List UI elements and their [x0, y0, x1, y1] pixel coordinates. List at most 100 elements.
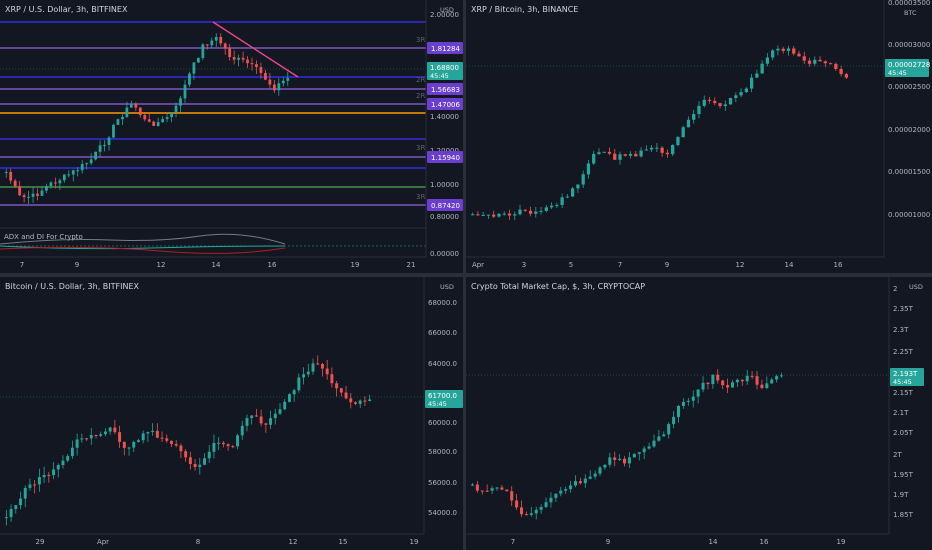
candle-body: [358, 400, 362, 404]
candle-body: [160, 437, 164, 439]
level-mark: 3R: [416, 36, 425, 44]
candle-body: [834, 63, 838, 69]
candle-body: [76, 170, 80, 172]
y-tick-label: 0.00003000: [888, 41, 930, 49]
candle-body: [179, 98, 182, 106]
candle-body: [174, 444, 178, 446]
candle-body: [802, 56, 806, 61]
candle-body: [623, 458, 627, 464]
candle-body: [278, 409, 282, 414]
candle-body: [618, 458, 622, 460]
candle-body: [98, 145, 102, 152]
candle-body: [726, 385, 730, 388]
candle-body: [277, 83, 281, 91]
candle-body: [226, 444, 230, 447]
candle-body: [232, 57, 236, 60]
candle-body: [702, 99, 706, 106]
x-tick-label: 5: [569, 261, 573, 269]
y-tick-label: 1.95T: [893, 471, 914, 479]
chart-pane-totalcap[interactable]: 2 2.35T 2.3T 2.25T 2.15T 2.1T 2.05T 2T 1.95T 1.9T…: [466, 277, 932, 550]
candle-body: [80, 163, 84, 171]
chart-pane-btcusd[interactable]: 68000.066000.064000.062000.060000.058000…: [0, 277, 463, 550]
level-price-tag: [427, 83, 463, 95]
last-price-value: 61700.0: [428, 392, 457, 400]
candle-body: [652, 440, 656, 447]
candle-body: [602, 151, 606, 153]
candle-body: [113, 427, 117, 433]
chart-canvas-xrpusd[interactable]: 3R2R2R3R3R2.000001.400001.200001.000000.…: [0, 0, 463, 273]
level-mark: 2R: [416, 92, 425, 100]
candle-body: [13, 180, 17, 187]
pane-divider-horizontal[interactable]: [0, 273, 932, 277]
candle-body: [188, 457, 192, 464]
candle-body: [519, 507, 524, 515]
x-tick-label: 9: [606, 538, 610, 546]
price-countdown: 45:45: [428, 400, 447, 408]
candle-body: [734, 95, 738, 98]
candle-body: [223, 43, 227, 49]
candle-body: [660, 147, 664, 153]
candle-body: [505, 489, 509, 492]
candle-body: [67, 174, 71, 176]
y-tick-label: 2.3T: [893, 326, 909, 334]
pane-title: Bitcoin / U.S. Dollar, 3h, BITFINEX: [5, 282, 140, 291]
candle-body: [807, 60, 812, 64]
chart-pane-xrpbtc[interactable]: 0.00003500 0.00003000 0.00002500 0.00002000…: [466, 0, 932, 273]
price-countdown: 45:45: [893, 378, 912, 386]
y-tick-label: 0.00001000: [888, 211, 930, 219]
level-price-value: 1.56683: [431, 86, 460, 94]
candle-body: [818, 59, 822, 62]
candle-body: [259, 416, 263, 424]
chart-canvas-xrpbtc[interactable]: 0.00003500 0.00003000 0.00002500 0.00002000…: [466, 0, 932, 273]
candle-body: [281, 80, 285, 84]
y-tick-label: 0.80000: [430, 213, 459, 221]
candle-body: [217, 442, 221, 444]
candle-body: [136, 440, 140, 442]
candle-body: [697, 105, 701, 115]
candle-body: [89, 434, 93, 439]
candle-body: [368, 399, 372, 402]
indicator-label[interactable]: ADX and DI For Crypto: [4, 233, 83, 241]
last-price-tag: [890, 368, 924, 386]
candle-body: [755, 73, 759, 78]
candle-body: [103, 144, 106, 146]
candle-body: [628, 153, 633, 156]
candle-body: [471, 214, 475, 216]
candle-body: [593, 473, 597, 477]
candle-body: [797, 53, 801, 57]
candle-body: [47, 475, 51, 477]
candle-body: [4, 517, 8, 519]
y-tick-label: 2.00000: [430, 11, 459, 19]
candle-body: [750, 375, 754, 377]
candle-body: [528, 210, 533, 214]
candle-body: [642, 448, 646, 453]
x-tick-label: 19: [410, 538, 419, 546]
candle-body: [22, 195, 26, 198]
candle-body: [839, 68, 843, 75]
candle-body: [613, 457, 617, 460]
candle-body: [597, 152, 601, 154]
candle-body: [681, 127, 685, 138]
candle-body: [744, 88, 748, 93]
chart-canvas-btcusd[interactable]: 68000.066000.064000.062000.060000.058000…: [0, 277, 463, 550]
candle-body: [103, 431, 107, 435]
candle-body: [174, 105, 178, 113]
chart-pane-xrpusd[interactable]: 3R2R2R3R3R2.000001.400001.200001.000000.…: [0, 0, 463, 273]
candle-body: [132, 441, 136, 448]
adx-line: [0, 233, 286, 245]
candle-body: [571, 188, 575, 197]
last-price-value: 0.00002728: [888, 61, 930, 69]
candle-body: [813, 59, 817, 64]
chart-canvas-totalcap[interactable]: 2 2.35T 2.3T 2.25T 2.15T 2.1T 2.05T 2T 1.95T 1.9T…: [466, 277, 932, 550]
candle-body: [481, 214, 485, 216]
candle-body: [716, 374, 720, 381]
candle-body: [586, 163, 591, 175]
candle-body: [70, 447, 74, 457]
candle-body: [240, 425, 244, 436]
candle-body: [212, 442, 216, 452]
candle-body: [592, 153, 596, 164]
candle-body: [691, 396, 695, 401]
candle-body: [524, 514, 528, 516]
candle-body: [560, 197, 564, 205]
y-tick-label: 0.00001500: [888, 168, 930, 176]
